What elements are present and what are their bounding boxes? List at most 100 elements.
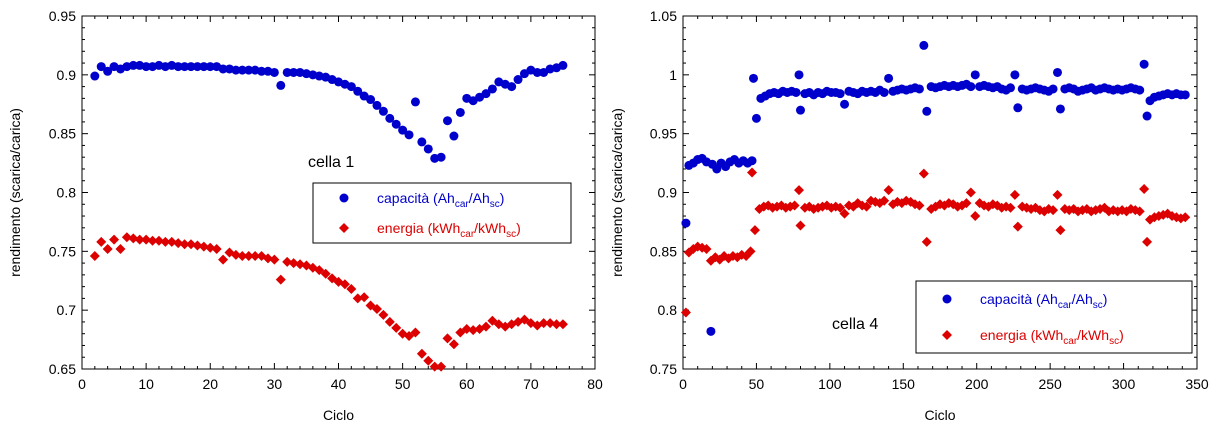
- data-point: [436, 152, 446, 162]
- data-point: [128, 233, 139, 244]
- data-point: [1005, 83, 1015, 93]
- x-tick-label: 30: [267, 376, 283, 392]
- data-point: [166, 236, 177, 247]
- data-point: [269, 67, 279, 77]
- data-point: [199, 62, 209, 72]
- data-point: [1005, 202, 1016, 213]
- data-point: [789, 200, 800, 211]
- x-tick-label: 40: [331, 376, 347, 392]
- data-point: [372, 100, 382, 110]
- data-point: [538, 318, 549, 329]
- data-point: [840, 99, 850, 109]
- legend-label: energia (kWhcar/kWhsc): [377, 220, 521, 240]
- data-point: [205, 242, 216, 253]
- data-point: [1009, 189, 1020, 200]
- data-point: [89, 251, 100, 262]
- data-point: [128, 60, 138, 70]
- y-tick-label: 1.05: [650, 8, 677, 24]
- data-point: [282, 67, 292, 77]
- data-point: [378, 106, 388, 116]
- data-point: [141, 234, 152, 245]
- data-point: [346, 283, 357, 294]
- data-point: [205, 62, 215, 72]
- data-point: [410, 327, 421, 338]
- data-point: [965, 187, 976, 198]
- y-tick-label: 0.85: [49, 126, 76, 142]
- y-tick-label: 0.95: [650, 126, 677, 142]
- data-point: [532, 67, 542, 77]
- y-tick-label: 0.75: [49, 243, 76, 259]
- data-point: [179, 239, 190, 250]
- data-point: [914, 200, 925, 211]
- series-2: [680, 167, 1191, 318]
- data-point: [96, 62, 106, 72]
- data-point: [922, 106, 932, 116]
- cell-annotation: cella 4: [832, 316, 878, 333]
- data-point: [921, 236, 932, 247]
- legend-marker: [942, 294, 952, 304]
- data-point: [121, 232, 132, 243]
- data-point: [455, 107, 465, 117]
- data-point: [1052, 189, 1063, 200]
- data-point: [480, 321, 491, 332]
- x-tick-label: 0: [679, 376, 687, 392]
- data-point: [751, 113, 761, 123]
- data-point: [551, 319, 562, 330]
- data-point: [230, 249, 241, 260]
- data-point: [359, 292, 370, 303]
- data-point: [257, 66, 267, 76]
- y-tick-label: 0.8: [658, 302, 678, 318]
- data-point: [449, 131, 459, 141]
- series-2: [89, 232, 568, 372]
- data-point: [282, 256, 293, 267]
- data-point: [289, 67, 299, 77]
- data-point: [1013, 103, 1023, 113]
- data-point: [680, 307, 691, 318]
- y-tick-label: 0.75: [650, 361, 677, 377]
- data-point: [275, 274, 286, 285]
- data-point: [102, 243, 113, 254]
- data-point: [1180, 212, 1191, 223]
- data-point: [970, 211, 981, 222]
- legend: capacità (Ahcar/Ahsc) energia (kWhcar/kWh…: [915, 280, 1193, 354]
- x-tick-label: 0: [78, 376, 86, 392]
- legend-marker: [942, 330, 952, 340]
- data-point: [115, 243, 126, 254]
- data-point: [218, 254, 229, 265]
- data-point: [243, 251, 254, 262]
- data-point: [173, 238, 184, 249]
- data-point: [1055, 104, 1065, 114]
- data-point: [795, 105, 805, 115]
- data-point: [1135, 85, 1145, 95]
- y-tick-label: 0.65: [49, 361, 76, 377]
- data-point: [732, 252, 743, 263]
- data-point: [884, 73, 894, 83]
- data-point: [879, 87, 889, 97]
- data-point: [262, 253, 273, 264]
- x-tick-label: 70: [523, 376, 539, 392]
- data-point: [398, 125, 408, 135]
- data-point: [461, 323, 472, 334]
- series-1: [90, 60, 568, 163]
- x-tick-label: 80: [587, 376, 603, 392]
- data-point: [861, 201, 872, 212]
- data-point: [134, 234, 145, 245]
- data-point: [1048, 205, 1059, 216]
- data-point: [90, 71, 100, 81]
- data-point: [371, 303, 382, 314]
- legend-label: energia (kWhcar/kWhsc): [980, 327, 1124, 347]
- data-point: [391, 119, 401, 129]
- x-tick-label: 50: [395, 376, 411, 392]
- data-point: [224, 247, 235, 258]
- data-point: [186, 239, 197, 250]
- y-axis-label: rendimento (scarica/carica): [7, 108, 23, 277]
- data-point: [748, 73, 758, 83]
- data-point: [423, 355, 434, 366]
- data-point: [237, 251, 248, 262]
- data-point: [352, 293, 363, 304]
- y-axis-label: rendimento (scarica/carica): [609, 108, 625, 277]
- data-point: [295, 259, 306, 270]
- data-point: [276, 80, 286, 90]
